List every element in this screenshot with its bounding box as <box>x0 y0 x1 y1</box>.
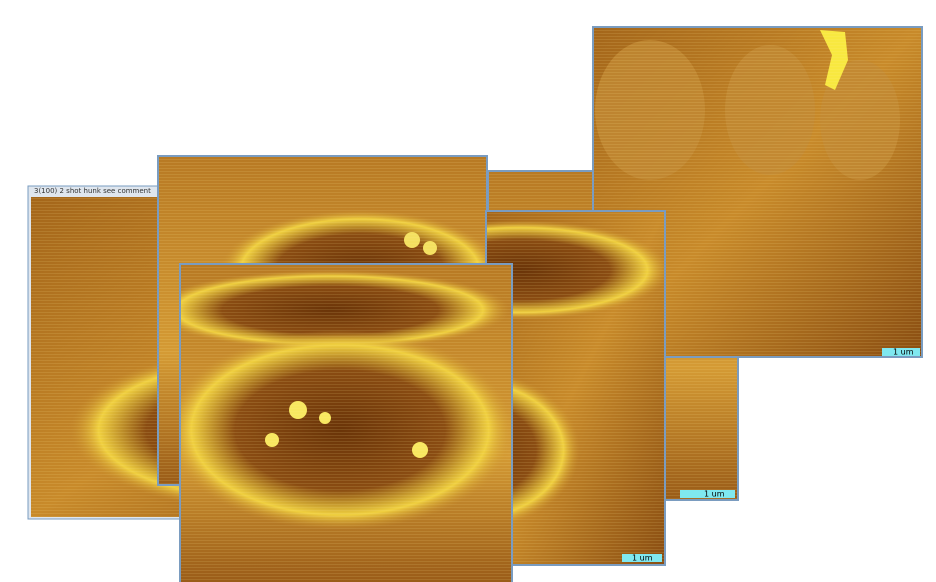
scale-bar-label: 1 um <box>704 490 725 499</box>
scale-bar-label: 1 um <box>632 554 653 563</box>
window-title: 3(100) 2 shot hunk see comment <box>34 187 151 195</box>
image-window: 1 um <box>485 210 666 566</box>
image-window <box>179 263 513 582</box>
scale-bar-label: 1 um <box>893 348 914 357</box>
